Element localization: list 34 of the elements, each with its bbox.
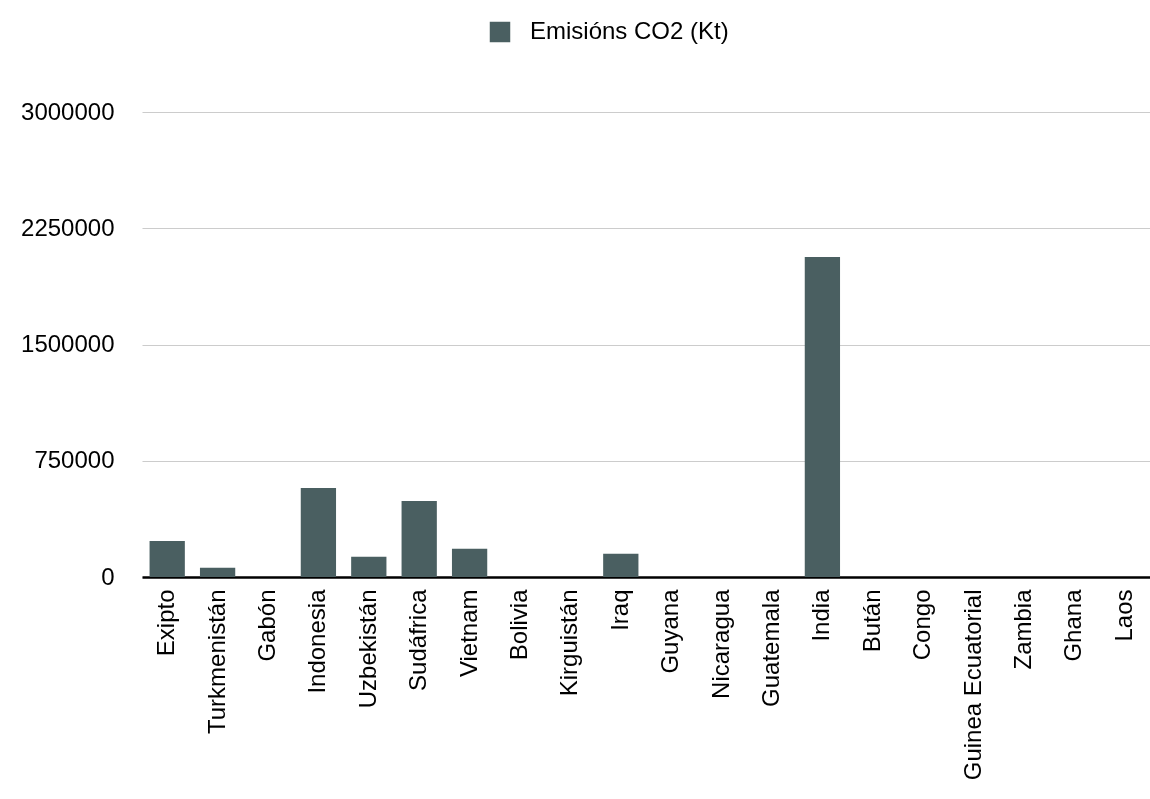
x-tick-label: Nicaragua	[706, 588, 734, 699]
bar	[351, 556, 387, 577]
x-tick-label: India	[807, 588, 835, 642]
x-tick-label: Iraq	[605, 589, 633, 631]
x-tick-label: Guatemala	[757, 588, 784, 707]
x-tick-label: Indonesia	[303, 588, 331, 694]
y-tick-label: 2250000	[21, 213, 115, 241]
bar	[149, 541, 185, 577]
bar	[603, 553, 639, 577]
x-tick-label: Kirguistán	[555, 589, 583, 697]
x-tick-label: Bután	[857, 589, 885, 653]
x-tick-label: Turkmenistán	[202, 589, 230, 734]
x-tick-label: Exipto	[152, 589, 180, 657]
x-tick-label: Vietnam	[454, 589, 482, 678]
y-tick-label: 1500000	[21, 330, 115, 357]
bar	[300, 487, 337, 577]
bar	[451, 548, 488, 577]
y-tick-label: 0	[101, 562, 115, 590]
x-tick-label: Bolivia	[505, 588, 532, 661]
x-tick-label: Congo	[908, 589, 936, 661]
x-tick-label: Guinea Ecuatorial	[958, 589, 986, 781]
x-tick-label: Sudáfrica	[404, 588, 432, 691]
x-tick-label: Zambia	[1009, 588, 1036, 670]
x-tick-label: Guyana	[656, 588, 684, 674]
bar	[401, 501, 437, 577]
y-tick-label: 750000	[34, 446, 115, 474]
x-tick-label: Ghana	[1059, 588, 1087, 662]
bar	[199, 567, 236, 577]
x-tick-label: Uzbekistán	[353, 589, 381, 709]
y-tick-label: 3000000	[21, 97, 115, 125]
x-tick-label: Gabón	[253, 589, 280, 662]
legend-label: Emisións CO2 (Kt)	[530, 17, 729, 44]
x-tick-label: Laos	[1109, 589, 1137, 642]
bar	[804, 256, 841, 577]
